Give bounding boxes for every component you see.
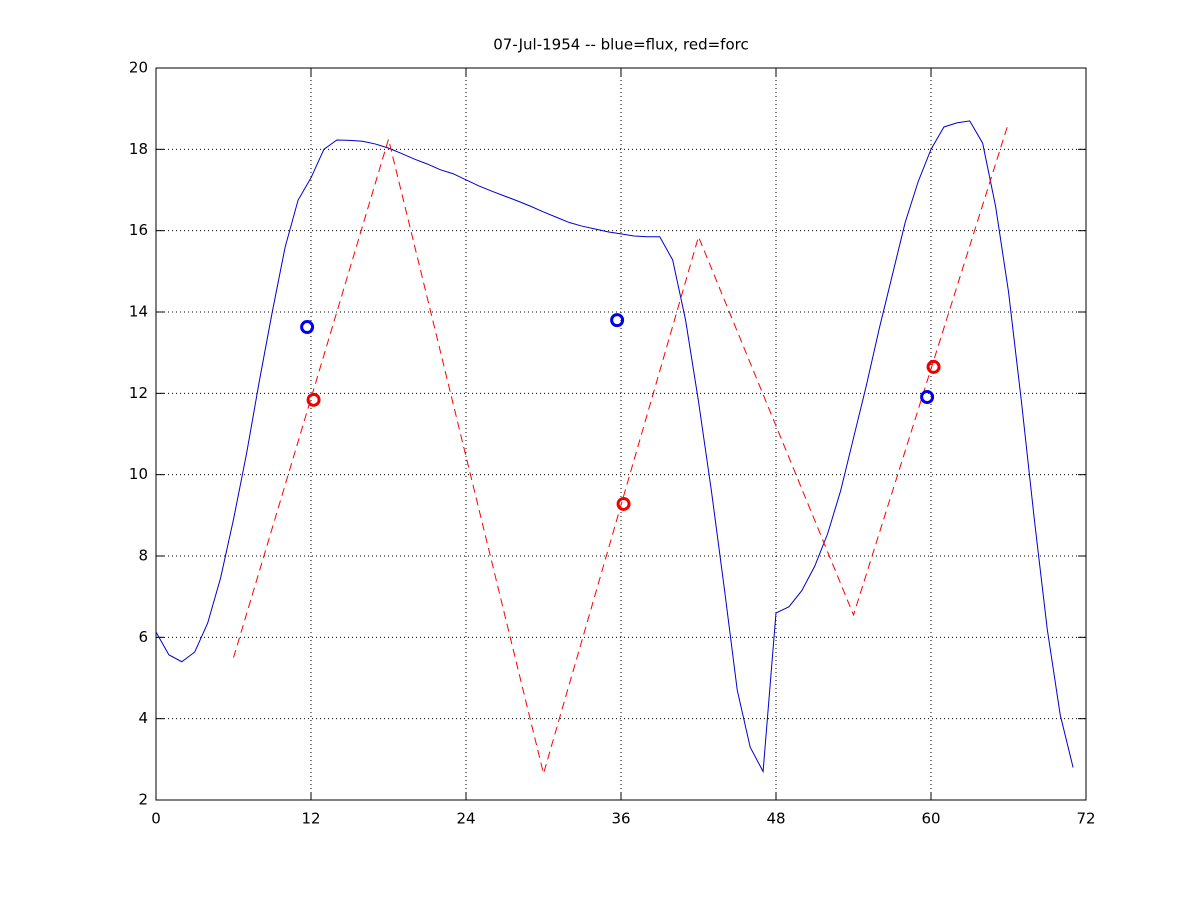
y-tick-label: 18 (129, 140, 148, 158)
y-tick-label: 2 (138, 791, 148, 809)
series-line (233, 122, 1009, 776)
data-point (926, 359, 941, 374)
y-tick-label: 20 (129, 59, 148, 77)
x-tick-label: 24 (456, 810, 475, 828)
series-line (155, 120, 1074, 774)
x-tick-label: 72 (1076, 810, 1095, 828)
x-tick-label: 0 (151, 810, 161, 828)
data-point (300, 320, 315, 335)
plot-frame (155, 67, 1087, 801)
y-tick-label: 16 (129, 221, 148, 239)
y-tick-label: 8 (138, 547, 148, 565)
y-tick-label: 12 (129, 384, 148, 402)
y-tick-label: 6 (138, 628, 148, 646)
x-tick-label: 36 (611, 810, 630, 828)
data-point (920, 389, 935, 404)
data-point (610, 313, 625, 328)
x-tick-label: 48 (766, 810, 785, 828)
x-tick-label: 60 (921, 810, 940, 828)
data-point (616, 496, 631, 511)
chart-title: 07-Jul-1954 -- blue=flux, red=forc (493, 36, 748, 54)
y-tick-label: 10 (129, 465, 148, 483)
x-tick-label: 12 (301, 810, 320, 828)
y-tick-label: 4 (138, 709, 148, 727)
data-point (306, 392, 321, 407)
y-tick-label: 14 (129, 303, 148, 321)
